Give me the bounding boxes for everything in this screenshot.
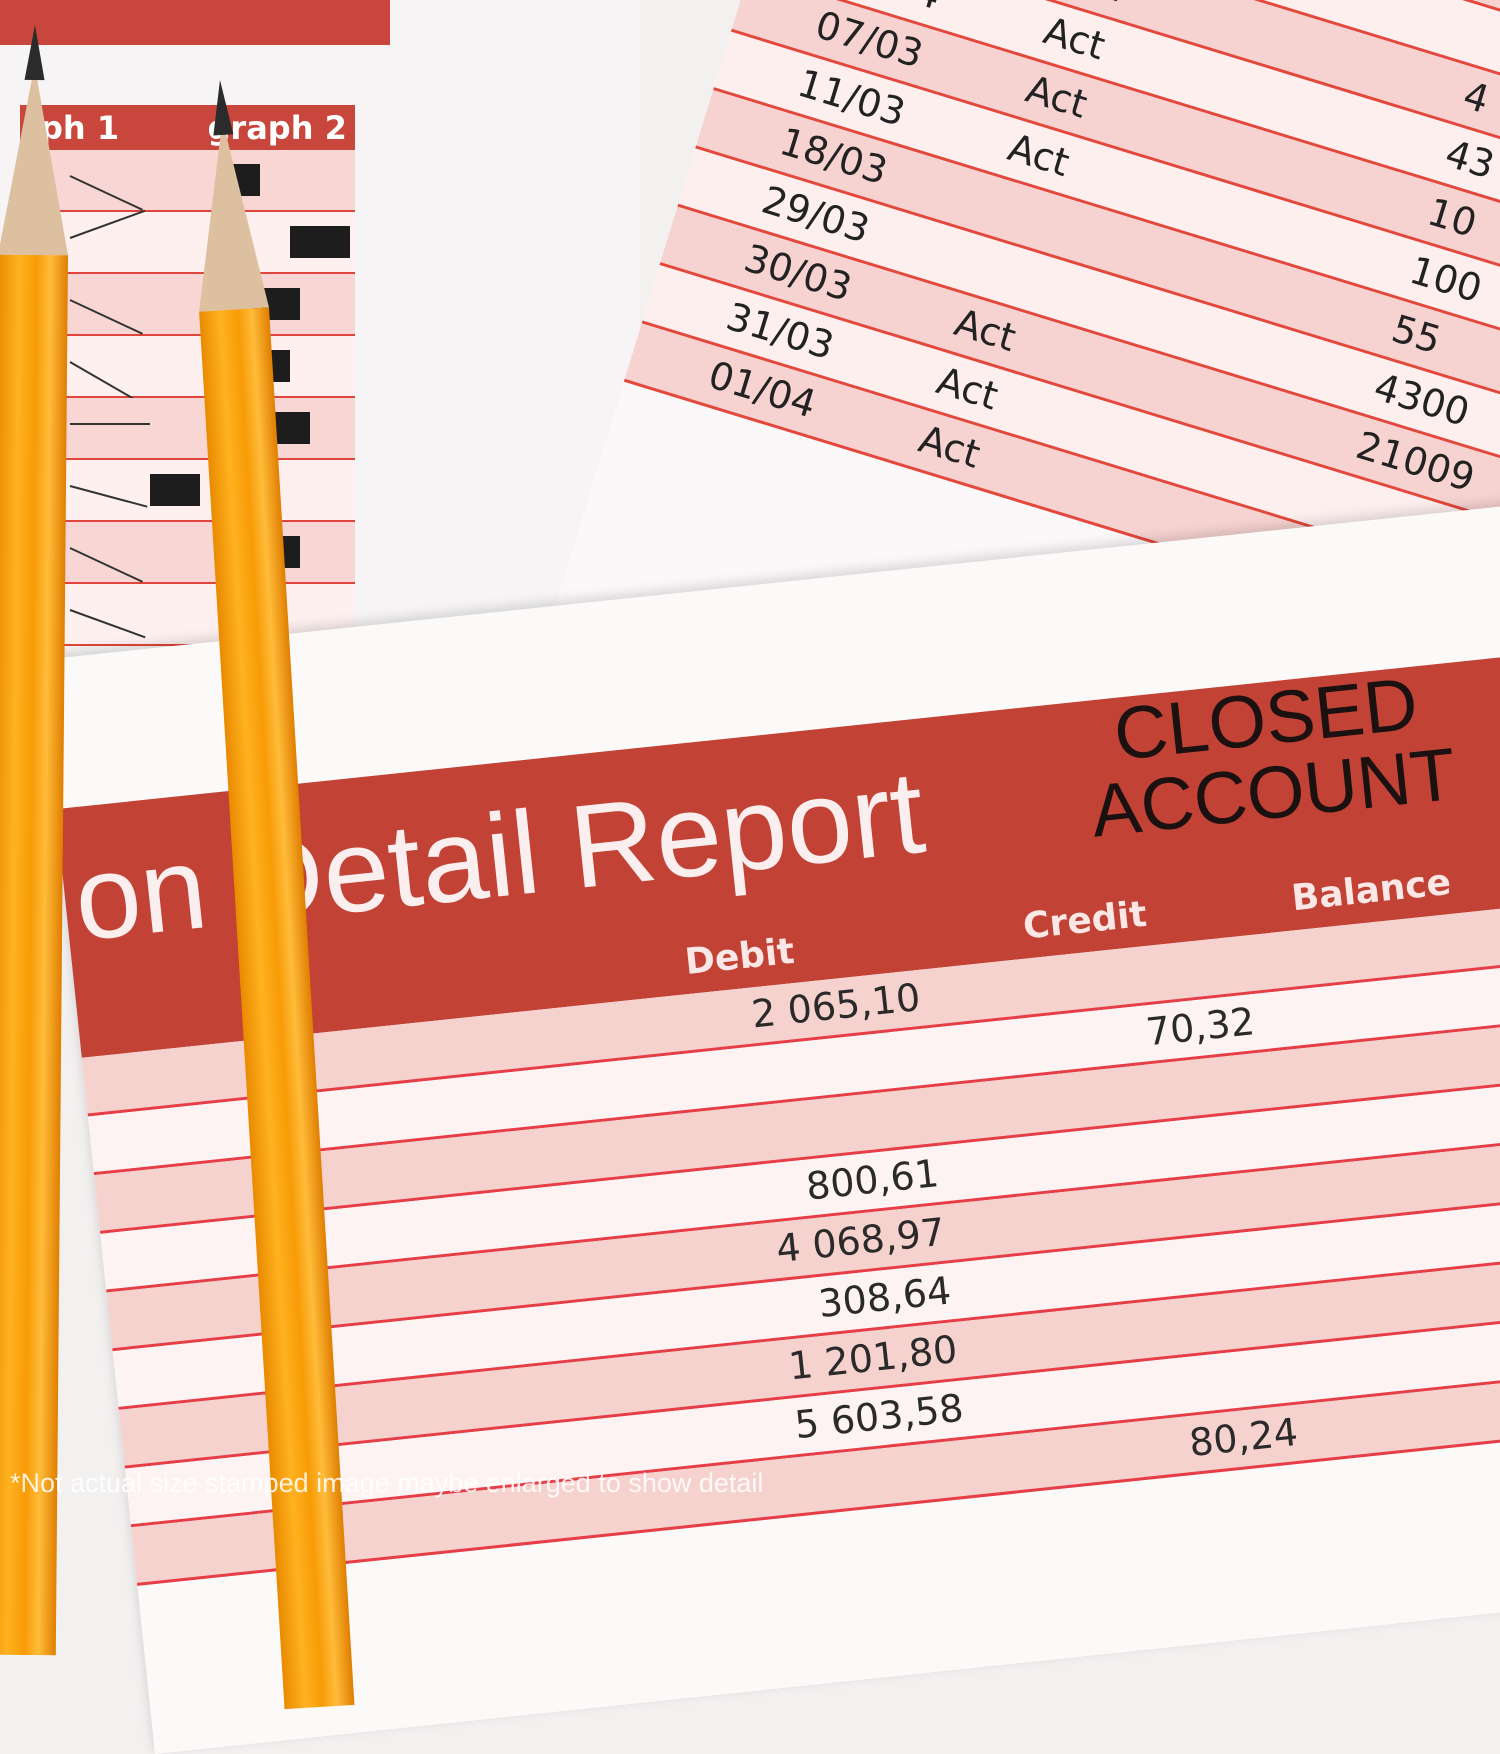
graph-2-header: graph 2 <box>207 108 347 147</box>
graph-row <box>20 274 355 336</box>
sparkline-mark <box>69 299 143 335</box>
ledger-type: Act <box>931 358 1004 419</box>
ledger-type: Act <box>1038 8 1111 69</box>
graph-1-header: ph 1 <box>40 108 120 147</box>
graph-row <box>20 398 355 460</box>
graph-row <box>20 209 355 274</box>
sparkline-mark <box>69 609 146 639</box>
graph-row <box>20 150 355 212</box>
ledger-amount: 4 <box>1458 72 1495 123</box>
pencil-lead <box>210 79 234 136</box>
credit-header: Credit <box>1021 893 1149 948</box>
graph-sheet-top-band <box>0 0 390 45</box>
graph-row <box>20 522 355 584</box>
pencil-wood-tip <box>0 64 70 256</box>
graph-rows <box>20 150 355 646</box>
pencil-body <box>0 254 68 1656</box>
balance-header: Balance <box>1289 861 1453 920</box>
bar-mark <box>290 226 350 258</box>
graph-table: ph 1 graph 2 <box>20 105 355 646</box>
sparkline-mark <box>69 485 148 508</box>
graph-row <box>20 460 355 522</box>
bar-mark <box>150 474 200 506</box>
bar-mark <box>220 164 260 196</box>
sparkline-mark <box>69 209 146 239</box>
debit-header: Debit <box>683 930 797 984</box>
ledger-type: Act <box>949 300 1021 361</box>
ledger-type: Act <box>913 416 986 477</box>
watermark-disclaimer: *Not actual size stamped image maybe enl… <box>10 1468 764 1498</box>
pencil-left <box>0 24 70 1656</box>
pencil-wood-tip <box>187 117 269 312</box>
ledger-amount: 43 <box>1440 131 1500 188</box>
ledger-type: Act <box>1003 125 1075 186</box>
pencil-lead <box>24 24 45 81</box>
sparkline-mark <box>69 547 143 583</box>
sparkline-mark <box>69 361 140 403</box>
ledger-amount: 55 <box>1386 306 1447 363</box>
graph-row <box>20 336 355 403</box>
sparkline-mark <box>70 423 150 425</box>
ledger-type: Act <box>1020 66 1093 127</box>
ledger-amount: 10 <box>1422 189 1482 246</box>
graph-sheet: ph 1 graph 2 <box>0 0 640 680</box>
sparkline-mark <box>69 175 143 211</box>
graph-table-header: ph 1 graph 2 <box>20 105 355 150</box>
